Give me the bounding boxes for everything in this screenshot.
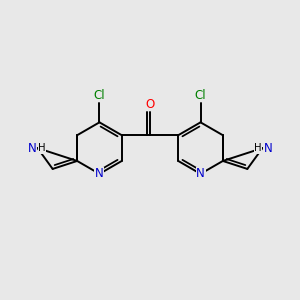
Text: H: H: [254, 143, 262, 153]
Text: N: N: [95, 167, 104, 180]
Text: Cl: Cl: [195, 89, 206, 102]
Text: N: N: [196, 167, 205, 180]
Text: H: H: [38, 143, 46, 153]
Text: Cl: Cl: [94, 89, 105, 102]
Text: O: O: [146, 98, 154, 111]
Text: N: N: [263, 142, 272, 154]
Text: N: N: [28, 142, 37, 154]
